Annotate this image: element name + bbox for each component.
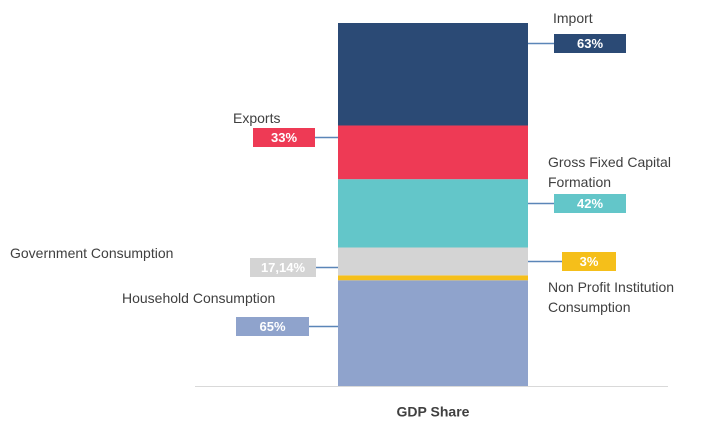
label-box <box>554 34 626 53</box>
value-label: 65% <box>259 319 285 334</box>
bar-segment <box>338 280 528 386</box>
series-name: Gross Fixed Capital Formation <box>548 154 671 190</box>
label-box <box>253 128 315 147</box>
value-label: 42% <box>577 196 603 211</box>
value-label: 63% <box>577 36 603 51</box>
bar-segment <box>338 247 528 276</box>
x-tick-label: GDP Share <box>397 404 470 420</box>
series-name: Import <box>553 10 593 26</box>
label-box <box>236 317 309 336</box>
bar-segment <box>338 275 528 281</box>
value-label: 17,14% <box>261 260 306 275</box>
value-label: 3% <box>580 254 599 269</box>
bar-segment <box>338 23 528 126</box>
label-box <box>250 258 316 277</box>
bar-segment <box>338 179 528 248</box>
series-name: Government Consumption <box>10 245 174 261</box>
label-box <box>554 194 626 213</box>
value-label: 33% <box>271 130 297 145</box>
series-name: Exports <box>233 110 281 126</box>
label-box <box>562 252 616 271</box>
bar-segment <box>338 125 528 180</box>
series-name: Household Consumption <box>122 290 276 306</box>
series-name: Non Profit Institution Consumption <box>548 279 675 315</box>
